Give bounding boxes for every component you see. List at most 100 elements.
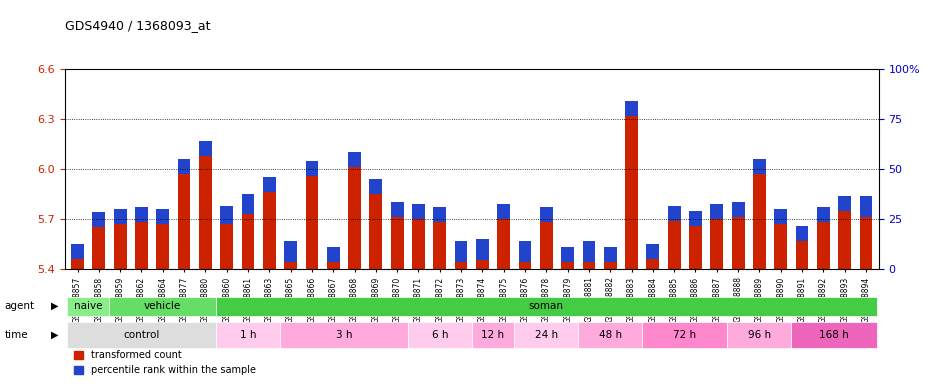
- Bar: [178, 159, 191, 174]
- Text: 24 h: 24 h: [535, 330, 558, 340]
- Bar: [348, 152, 361, 167]
- Bar: [412, 204, 425, 219]
- Bar: [710, 204, 723, 219]
- Bar: [114, 224, 127, 269]
- Legend: transformed count, percentile rank within the sample: transformed count, percentile rank withi…: [69, 346, 260, 379]
- Bar: [838, 195, 851, 210]
- Text: 48 h: 48 h: [598, 330, 622, 340]
- Text: 1 h: 1 h: [240, 330, 256, 340]
- Bar: [817, 222, 830, 269]
- Bar: [732, 202, 745, 217]
- Bar: [92, 227, 105, 269]
- FancyBboxPatch shape: [514, 322, 578, 348]
- Bar: [455, 240, 467, 262]
- Bar: [753, 159, 766, 174]
- Text: 168 h: 168 h: [820, 330, 849, 340]
- Bar: [689, 225, 702, 269]
- FancyBboxPatch shape: [216, 297, 877, 316]
- Bar: [390, 202, 403, 217]
- FancyBboxPatch shape: [642, 322, 727, 348]
- Bar: [668, 220, 681, 269]
- Text: 96 h: 96 h: [747, 330, 771, 340]
- Bar: [220, 205, 233, 224]
- Bar: [498, 219, 510, 269]
- Text: time: time: [5, 330, 29, 340]
- Bar: [263, 177, 276, 192]
- Text: naive: naive: [74, 301, 103, 311]
- Bar: [156, 224, 169, 269]
- Bar: [412, 219, 425, 269]
- Bar: [625, 116, 638, 269]
- Bar: [369, 179, 382, 194]
- Text: 6 h: 6 h: [432, 330, 448, 340]
- Bar: [476, 239, 488, 260]
- Bar: [774, 209, 787, 224]
- Bar: [540, 222, 553, 269]
- Bar: [135, 222, 148, 269]
- Bar: [199, 156, 212, 269]
- Bar: [327, 247, 339, 262]
- Bar: [817, 207, 830, 222]
- Bar: [390, 217, 403, 269]
- Bar: [241, 194, 254, 214]
- Text: 12 h: 12 h: [482, 330, 505, 340]
- Bar: [604, 262, 617, 269]
- Bar: [498, 204, 510, 219]
- Bar: [561, 247, 574, 262]
- Text: ▶: ▶: [51, 330, 58, 340]
- Bar: [561, 262, 574, 269]
- Text: 3 h: 3 h: [336, 330, 352, 340]
- Bar: [583, 240, 596, 262]
- Bar: [647, 259, 660, 269]
- Bar: [199, 141, 212, 156]
- Bar: [369, 194, 382, 269]
- Bar: [519, 262, 532, 269]
- FancyBboxPatch shape: [280, 322, 408, 348]
- Bar: [71, 259, 84, 269]
- Bar: [647, 244, 660, 259]
- Bar: [178, 174, 191, 269]
- Bar: [305, 175, 318, 269]
- Bar: [156, 209, 169, 224]
- Bar: [583, 262, 596, 269]
- Bar: [753, 174, 766, 269]
- Bar: [796, 240, 808, 269]
- Bar: [92, 212, 105, 227]
- Text: control: control: [123, 330, 160, 340]
- Bar: [710, 219, 723, 269]
- Bar: [284, 262, 297, 269]
- Bar: [859, 217, 872, 269]
- Bar: [114, 209, 127, 224]
- Bar: [241, 214, 254, 269]
- Bar: [796, 225, 808, 240]
- Bar: [327, 262, 339, 269]
- FancyBboxPatch shape: [109, 297, 216, 316]
- Text: GDS4940 / 1368093_at: GDS4940 / 1368093_at: [65, 19, 210, 32]
- Bar: [838, 210, 851, 269]
- Bar: [348, 167, 361, 269]
- FancyBboxPatch shape: [67, 297, 109, 316]
- FancyBboxPatch shape: [67, 322, 216, 348]
- Text: ▶: ▶: [51, 301, 58, 311]
- Bar: [305, 161, 318, 175]
- Bar: [135, 207, 148, 222]
- Bar: [625, 101, 638, 116]
- Bar: [284, 240, 297, 262]
- Text: soman: soman: [529, 301, 564, 311]
- Text: 72 h: 72 h: [673, 330, 697, 340]
- FancyBboxPatch shape: [408, 322, 472, 348]
- Bar: [476, 260, 488, 269]
- Bar: [434, 222, 446, 269]
- Bar: [689, 210, 702, 225]
- FancyBboxPatch shape: [792, 322, 877, 348]
- Bar: [455, 262, 467, 269]
- Bar: [263, 192, 276, 269]
- Bar: [434, 207, 446, 222]
- Bar: [732, 217, 745, 269]
- Bar: [668, 205, 681, 220]
- FancyBboxPatch shape: [216, 322, 280, 348]
- FancyBboxPatch shape: [472, 322, 514, 348]
- Text: vehicle: vehicle: [144, 301, 181, 311]
- Bar: [604, 247, 617, 262]
- Bar: [220, 224, 233, 269]
